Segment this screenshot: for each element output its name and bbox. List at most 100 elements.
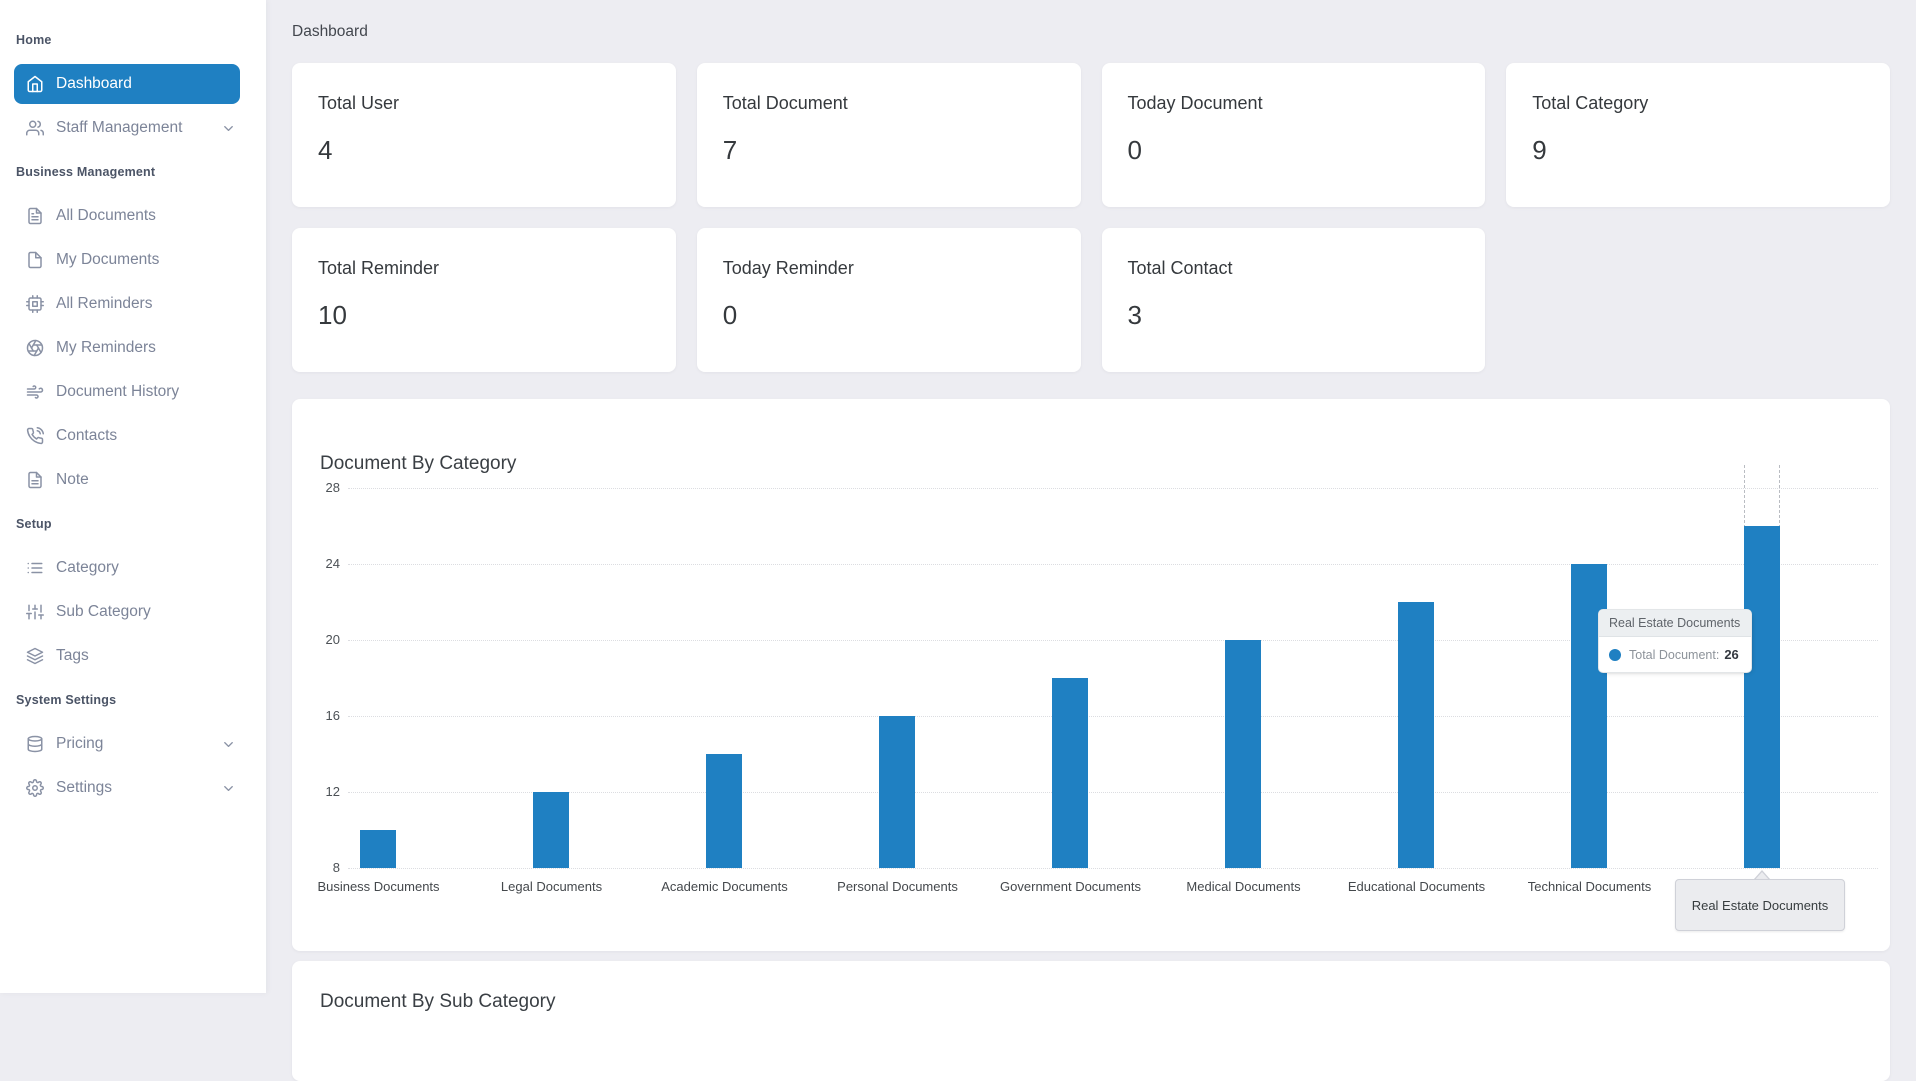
sidebar-item-label: Sub Category bbox=[56, 603, 151, 620]
sidebar-section-label: Business Management bbox=[16, 165, 156, 179]
gridline bbox=[348, 564, 1878, 565]
sidebar-item-dashboard[interactable]: Dashboard bbox=[0, 62, 266, 106]
breadcrumb: Dashboard bbox=[292, 22, 368, 40]
sidebar-section-label: Home bbox=[16, 33, 52, 47]
sidebar-item-label: Category bbox=[56, 559, 119, 576]
stat-card-label: Total Contact bbox=[1127, 258, 1233, 278]
sidebar-item-label: Contacts bbox=[56, 427, 118, 444]
xaxis-hover-label: Real Estate Documents bbox=[1675, 879, 1845, 931]
main-content: Dashboard Total User 4 Total Document 7 Toda… bbox=[266, 0, 1916, 1081]
sidebar-item-pricing[interactable]: Pricing bbox=[0, 722, 266, 766]
document-by-sub-category-chart-card: Document By Sub Category bbox=[292, 961, 1890, 1081]
chevron-down-icon bbox=[221, 781, 236, 796]
stat-card-value: 9 bbox=[1532, 135, 1547, 165]
document-lines-icon bbox=[26, 207, 44, 225]
sidebar-item-label: My Documents bbox=[56, 251, 160, 268]
sidebar-item-all-documents[interactable]: All Documents bbox=[0, 194, 266, 238]
stats-row-2: Total Reminder 10 Today Reminder 0 Total Con… bbox=[292, 228, 1890, 372]
sidebar-item-label: All Documents bbox=[56, 207, 156, 224]
chevron-down-icon bbox=[221, 121, 236, 136]
bar-personal-documents[interactable] bbox=[879, 716, 915, 868]
gridline bbox=[348, 792, 1878, 793]
stat-card-label: Total Reminder bbox=[318, 258, 440, 278]
cpu-icon bbox=[26, 295, 44, 313]
y-axis-tick-label: 16 bbox=[325, 708, 340, 723]
series-marker-dot-icon bbox=[1609, 648, 1621, 661]
bar-legal-documents[interactable] bbox=[533, 792, 569, 868]
x-axis-category-label: Legal Documents bbox=[500, 879, 603, 894]
sidebar-item-contacts[interactable]: Contacts bbox=[0, 414, 266, 458]
sidebar-item-staff-management[interactable]: Staff Management bbox=[0, 106, 266, 150]
note-icon bbox=[26, 471, 44, 489]
sidebar-item-label: My Reminders bbox=[56, 339, 156, 356]
sidebar-item-label: All Reminders bbox=[56, 295, 153, 312]
stat-card-label: Total Category bbox=[1532, 93, 1649, 113]
sidebar-item-all-reminders[interactable]: All Reminders bbox=[0, 282, 266, 326]
sidebar-item-my-documents[interactable]: My Documents bbox=[0, 238, 266, 282]
x-axis-category-label: Academic Documents bbox=[661, 879, 788, 894]
users-icon bbox=[26, 119, 44, 137]
x-axis-category-label: Personal Documents bbox=[837, 879, 958, 894]
bar-real-estate-documents[interactable] bbox=[1744, 526, 1780, 868]
xaxis-hover-notch-fill-icon bbox=[1754, 872, 1770, 881]
gridline bbox=[348, 868, 1878, 869]
sidebar-item-settings[interactable]: Settings bbox=[0, 766, 266, 810]
y-axis-tick-label: 28 bbox=[325, 480, 340, 495]
gear-icon bbox=[26, 779, 44, 797]
sidebar: Home Dashboard Staff Management Business Ma… bbox=[0, 0, 266, 993]
layers-icon bbox=[26, 647, 44, 665]
sidebar-item-label: Tags bbox=[56, 647, 89, 664]
gridline bbox=[348, 488, 1878, 489]
sub-chart-title: Document By Sub Category bbox=[320, 990, 556, 1012]
y-axis-tick-label: 8 bbox=[332, 860, 340, 875]
sidebar-item-category[interactable]: Category bbox=[0, 546, 266, 590]
stat-card-total-reminder: Total Reminder 10 bbox=[292, 228, 676, 372]
stat-card-value: 0 bbox=[1127, 135, 1142, 165]
chart-tooltip-series-label: Total Document: bbox=[1629, 647, 1720, 662]
sidebar-item-sub-category[interactable]: Sub Category bbox=[0, 590, 266, 634]
stat-card-label: Total Document bbox=[722, 93, 848, 113]
sidebar-item-document-history[interactable]: Document History bbox=[0, 370, 266, 414]
sidebar-item-label: Pricing bbox=[56, 735, 104, 752]
aperture-icon bbox=[26, 339, 44, 357]
chart-tooltip: Real Estate Documents Total Document: 26 bbox=[1598, 609, 1752, 673]
stat-card-value: 4 bbox=[318, 135, 333, 165]
document-icon bbox=[26, 251, 44, 269]
stat-card-total-document: Total Document 7 bbox=[696, 63, 1081, 207]
sidebar-item-label: Settings bbox=[56, 779, 113, 796]
x-axis-category-label: Business Documents bbox=[317, 879, 440, 894]
bar-business-documents[interactable] bbox=[360, 830, 396, 868]
stat-card-label: Today Reminder bbox=[722, 258, 854, 278]
stat-card-total-contact: Total Contact 3 bbox=[1101, 228, 1486, 372]
x-axis-category-label: Technical Documents bbox=[1527, 879, 1652, 894]
y-axis-tick-label: 24 bbox=[325, 556, 340, 571]
sidebar-item-note[interactable]: Note bbox=[0, 458, 266, 502]
x-axis-category-label: Educational Documents bbox=[1347, 879, 1486, 894]
sidebar-item-my-reminders[interactable]: My Reminders bbox=[0, 326, 266, 370]
bar-government-documents[interactable] bbox=[1052, 678, 1088, 868]
gridline bbox=[348, 716, 1878, 717]
database-icon bbox=[26, 735, 44, 753]
stat-card-value: 10 bbox=[318, 300, 347, 330]
sidebar-item-label: Document History bbox=[56, 383, 180, 400]
chart-tooltip-title: Real Estate Documents bbox=[1599, 610, 1751, 637]
wind-icon bbox=[26, 383, 44, 401]
bar-medical-documents[interactable] bbox=[1225, 640, 1261, 868]
stat-card-label: Today Document bbox=[1127, 93, 1263, 113]
sidebar-section-label: Setup bbox=[16, 517, 52, 531]
bar-academic-documents[interactable] bbox=[706, 754, 742, 868]
bar-educational-documents[interactable] bbox=[1398, 602, 1434, 868]
stats-row-1: Total User 4 Total Document 7 Today Document… bbox=[292, 63, 1890, 207]
stat-card-value: 7 bbox=[722, 135, 738, 165]
stat-card-today-document: Today Document 0 bbox=[1101, 63, 1486, 207]
sidebar-item-label: Staff Management bbox=[56, 119, 183, 136]
sidebar-item-tags[interactable]: Tags bbox=[0, 634, 266, 678]
sidebar-section-label: System Settings bbox=[16, 693, 117, 707]
gridline bbox=[348, 640, 1878, 641]
sliders-icon bbox=[26, 603, 44, 621]
y-axis-tick-label: 20 bbox=[325, 632, 340, 647]
x-axis-category-label: Government Documents bbox=[1000, 879, 1141, 894]
document-by-category-chart-card: Document By Category 28 24 20 16 12 8 Business… bbox=[292, 399, 1890, 951]
chart-title: Document By Category bbox=[320, 452, 517, 474]
y-axis-tick-label: 12 bbox=[325, 784, 340, 799]
